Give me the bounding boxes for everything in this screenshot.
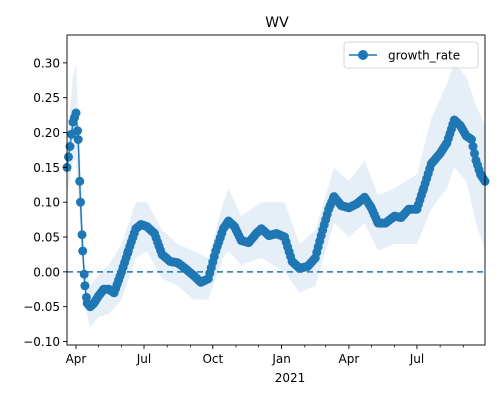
x-tick-label: Jul	[409, 352, 424, 366]
chart-title: WV	[265, 15, 289, 31]
legend-box	[343, 41, 479, 69]
y-tick-label: 0.25	[33, 91, 60, 105]
data-point	[65, 142, 75, 151]
data-point	[467, 135, 476, 144]
data-point	[470, 148, 479, 158]
x-tick-label: Jan	[271, 352, 291, 366]
data-point	[73, 126, 82, 136]
data-point	[64, 152, 73, 162]
data-point	[468, 142, 478, 151]
data-point	[73, 135, 83, 144]
y-tick-label: 0.05	[33, 231, 60, 245]
legend: growth_rate	[343, 41, 479, 69]
legend-marker-swatch	[358, 50, 368, 60]
x-tick-label: Apr	[66, 352, 87, 366]
legend-label: growth_rate	[388, 49, 460, 63]
x-axis: Apr Jul Oct Jan Apr Jul	[66, 345, 464, 366]
data-point	[78, 246, 88, 256]
y-tick-label: 0.30	[33, 56, 60, 70]
x-tick-label: Oct	[202, 352, 223, 366]
y-tick-label: 0.10	[33, 196, 60, 210]
series-layer	[62, 108, 490, 312]
data-point	[75, 176, 85, 186]
data-point	[76, 197, 85, 207]
y-tick-label: −0.05	[23, 300, 60, 314]
data-point	[71, 108, 81, 118]
data-point	[80, 281, 90, 291]
y-tick-label: 0.20	[33, 126, 60, 140]
x-tick-label: Apr	[339, 352, 360, 366]
y-tick-label: 0.15	[33, 161, 60, 175]
data-point	[79, 269, 89, 279]
plot-area-frame	[66, 34, 486, 346]
y-tick-label: 0.00	[33, 265, 60, 279]
x-year-label: 2021	[275, 371, 306, 385]
x-tick-label: Jul	[136, 352, 151, 366]
y-axis: −0.10 −0.05 0.00 0.05 0.10 0.15 0.20 0.25 0.30	[23, 56, 67, 349]
data-point	[77, 230, 87, 240]
y-tick-label: −0.10	[23, 335, 60, 349]
